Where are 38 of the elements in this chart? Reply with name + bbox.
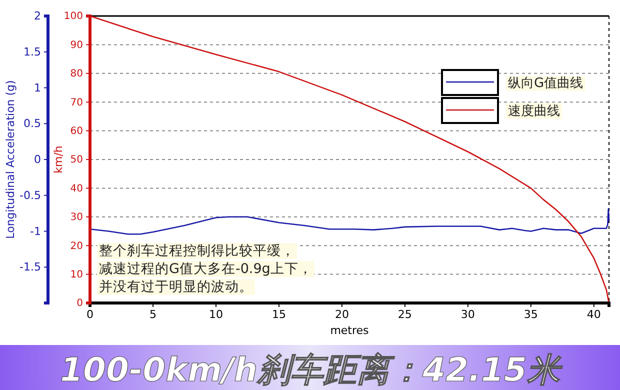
x-tick-label: 0 (86, 308, 94, 321)
y2-tick-label: 2 (34, 10, 41, 23)
y2-tick-label: 1.5 (24, 45, 41, 58)
y2-tick-label: 0 (34, 153, 41, 166)
y-tick-label: 50 (70, 154, 83, 166)
annotation: 减速过程的G值大多在-0.9g上下， (99, 261, 312, 277)
x-tick-label: 5 (149, 308, 156, 321)
y-tick-label: 0 (76, 298, 83, 310)
y-tick-label: 30 (70, 212, 83, 224)
y-tick-label: 20 (70, 240, 83, 252)
y2-tick-label: 1 (34, 81, 41, 94)
legend-label: 速度曲线 (508, 103, 560, 119)
y2-axis-title: Longitudinal Acceleration (g) (4, 80, 17, 239)
x-axis-title: metres (330, 324, 370, 337)
y2-tick-label: -0.5 (20, 188, 41, 202)
y-tick-label: 90 (70, 40, 83, 51)
annotation: 并没有过于明显的波动。 (99, 279, 253, 295)
x-tick-label: 40 (586, 308, 601, 321)
x-tick-label: 10 (208, 308, 223, 321)
y-tick-label: 40 (70, 183, 83, 194)
x-tick-label: 30 (460, 308, 475, 321)
x-tick-label: 20 (334, 308, 349, 321)
y2-tick-label: -1.5 (20, 260, 41, 274)
y-tick-label: 80 (70, 68, 83, 80)
text: 100-0km/h刹车距离：42.15米 (60, 350, 563, 389)
y-tick-label: 100 (64, 11, 83, 22)
line-series (89, 208, 610, 235)
x-tick-label: 35 (524, 308, 538, 321)
legend-label: 纵向G值曲线 (508, 76, 584, 91)
y-tick-label: 10 (70, 270, 83, 280)
x-tick-label: 25 (398, 308, 412, 321)
y-axis-title: km/h (52, 146, 65, 174)
x-tick-label: 15 (272, 308, 286, 321)
y-tick-label: 70 (70, 97, 83, 108)
y2-tick-label: -1 (30, 224, 41, 238)
annotation: 整个刹车过程控制得比较平缓， (99, 243, 295, 259)
y2-tick-label: 0.5 (24, 117, 41, 130)
y-tick-label: 60 (70, 126, 83, 137)
